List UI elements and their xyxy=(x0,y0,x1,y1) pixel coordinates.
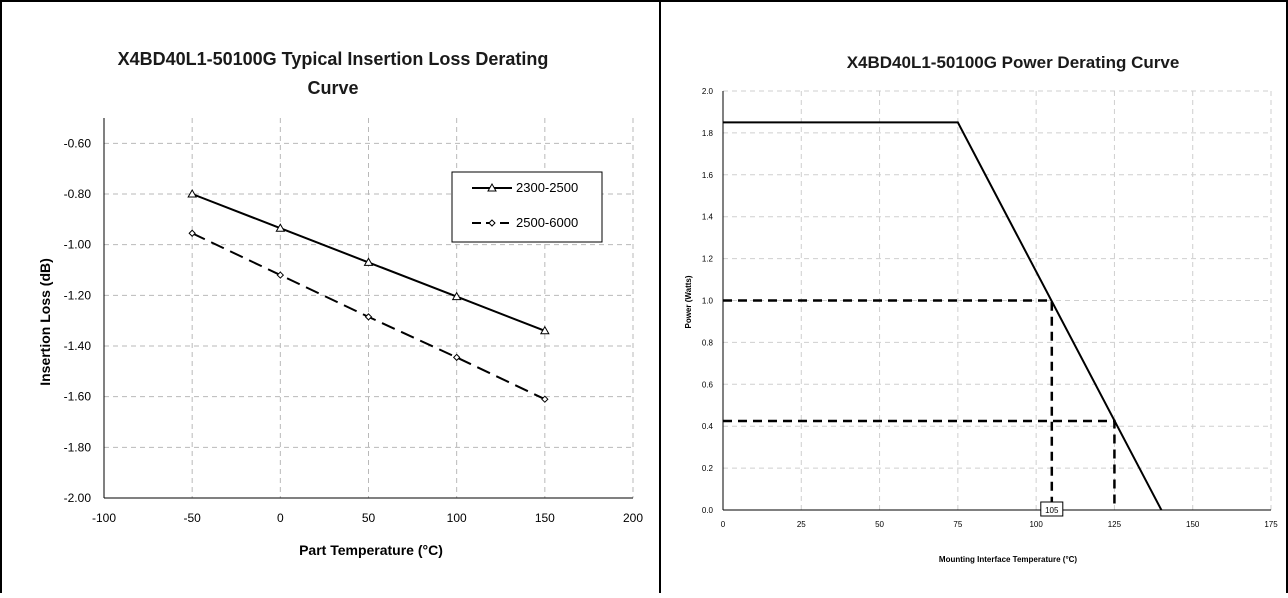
x-tick-label: 200 xyxy=(623,511,643,525)
series-line-1 xyxy=(723,121,1163,511)
insertion-loss-chart-panel: X4BD40L1-50100G Typical Insertion Loss D… xyxy=(0,0,661,593)
y-axis-label: Insertion Loss (dB) xyxy=(37,258,53,386)
y-tick-label: 1.6 xyxy=(702,171,714,180)
x-tick-label: 25 xyxy=(797,520,806,529)
x-tick-label: -50 xyxy=(183,511,201,525)
y-tick-label: 1.0 xyxy=(702,297,714,306)
tick-labels: -100 -50 0 50 100 150 200 -0.60 -0.80 -1.00 -1.20 -… xyxy=(64,136,644,525)
data-point-triangle xyxy=(363,257,374,266)
tick-labels: 0 25 50 75 100 125 150 175 0.0 0.2 0.4 0.6 0.8 1.0 1.2… xyxy=(702,87,1278,529)
gridlines xyxy=(723,90,1272,510)
insertion-loss-chart: X4BD40L1-50100G Typical Insertion Loss D… xyxy=(37,49,644,558)
y-tick-label: 1.2 xyxy=(702,255,714,264)
y-tick-label: 2.0 xyxy=(702,87,714,96)
x-tick-label: 175 xyxy=(1264,520,1278,529)
y-tick-label: -0.60 xyxy=(64,136,92,150)
y-tick-label: -1.40 xyxy=(64,339,92,353)
y-tick-label: -1.60 xyxy=(64,390,92,404)
legend-box xyxy=(451,171,603,243)
x-tick-label: 50 xyxy=(875,520,884,529)
data-point-triangle xyxy=(451,291,462,301)
y-tick-label: 0.8 xyxy=(702,338,714,347)
data-point-diamond xyxy=(452,353,461,362)
x-tick-label: -100 xyxy=(92,511,116,525)
data-point-triangle xyxy=(275,223,286,232)
y-tick-label: 1.4 xyxy=(702,213,714,222)
x-tick-label: 150 xyxy=(535,511,555,525)
data-point-diamond xyxy=(364,313,373,321)
x-tick-label: 100 xyxy=(447,511,467,525)
axes xyxy=(103,118,633,499)
data-point-diamond xyxy=(541,395,549,403)
x-tick-label: 100 xyxy=(1029,520,1043,529)
x-axis-label: Mounting Interface Temperature (°C) xyxy=(939,555,1078,564)
annotation-box xyxy=(1040,501,1064,517)
y-tick-label: -0.80 xyxy=(64,187,92,201)
reference-line-2 xyxy=(723,419,1116,510)
x-tick-label: 75 xyxy=(953,520,962,529)
series-lines xyxy=(723,121,1163,511)
x-tick-label: 150 xyxy=(1186,520,1200,529)
y-tick-label: -1.80 xyxy=(64,440,92,454)
annotation-label: 105 xyxy=(1045,506,1059,515)
data-point-diamond xyxy=(276,271,285,279)
y-tick-label: -1.00 xyxy=(64,238,92,252)
legend-marker-series-1 xyxy=(487,182,497,192)
chart-title-line-2: Curve xyxy=(307,78,358,98)
gridlines xyxy=(104,118,634,498)
chart-title: X4BD40L1-50100G Power Derating Curve xyxy=(847,53,1180,72)
legend: 2300-2500 2500-6000 xyxy=(451,171,603,243)
power-derating-chart-panel: X4BD40L1-50100G Power Derating Curve 0 25… xyxy=(661,0,1288,593)
series-lines xyxy=(187,188,550,403)
y-tick-label: -2.00 xyxy=(64,491,92,505)
legend-marker-series-2 xyxy=(488,219,496,227)
x-tick-label: 0 xyxy=(721,520,726,529)
y-tick-label: -1.20 xyxy=(64,288,92,302)
reference-line-1 xyxy=(723,299,1054,510)
annotations: 105 xyxy=(1040,501,1064,517)
y-tick-label: 0.4 xyxy=(702,422,714,431)
y-tick-label: 0.0 xyxy=(702,506,714,515)
y-tick-label: 1.8 xyxy=(702,129,714,138)
legend-label-series-2: 2500-6000 xyxy=(516,215,578,230)
reference-lines xyxy=(723,299,1116,510)
data-point-diamond xyxy=(188,229,196,237)
data-point-triangle xyxy=(187,188,198,198)
y-axis-label: Power (Watts) xyxy=(684,275,693,328)
legend-label-series-1: 2300-2500 xyxy=(516,180,578,195)
y-tick-label: 0.6 xyxy=(702,380,714,389)
power-derating-chart: X4BD40L1-50100G Power Derating Curve 0 25… xyxy=(684,53,1278,564)
x-tick-label: 0 xyxy=(277,511,284,525)
x-tick-label: 125 xyxy=(1108,520,1122,529)
x-tick-label: 50 xyxy=(362,511,376,525)
data-point-triangle xyxy=(539,325,550,335)
y-tick-label: 0.2 xyxy=(702,464,714,473)
x-axis-label: Part Temperature (°C) xyxy=(299,542,443,558)
chart-title-line-1: X4BD40L1-50100G Typical Insertion Loss D… xyxy=(118,49,549,69)
